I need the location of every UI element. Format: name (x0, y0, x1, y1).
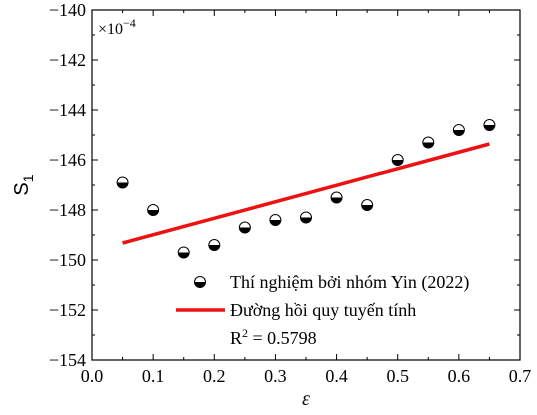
data-point (391, 154, 404, 166)
marker-outline (116, 176, 129, 189)
marker-top-half (422, 137, 434, 143)
marker-bottom-half (147, 210, 159, 216)
y-tick-label: −140 (49, 0, 86, 20)
y-tick-label: −150 (49, 250, 86, 270)
y-tick-label: −144 (49, 100, 86, 120)
marker-bottom-half (178, 252, 190, 258)
y-axis-title-main: S (11, 182, 33, 195)
x-axis-title: ε (302, 388, 310, 410)
x-tick-label: 0.7 (509, 366, 532, 386)
data-point (208, 239, 221, 251)
marker-top-half (239, 222, 251, 228)
marker-bottom-half (453, 130, 465, 136)
marker-top-half (453, 124, 465, 130)
marker-top-half (483, 119, 495, 125)
x-tick-label: 0.4 (325, 366, 348, 386)
y-tick-label: −146 (49, 150, 86, 170)
marker-bottom-half (117, 182, 129, 189)
series-layer (116, 119, 496, 259)
x-tick-label: 0.1 (142, 366, 165, 386)
marker-bottom-half (208, 245, 220, 251)
data-point (269, 214, 282, 226)
legend-label-regression: Đường hồi quy tuyến tính (230, 300, 416, 320)
y-multiplier: ×10−4 (98, 16, 136, 38)
x-tick-label: 0.2 (203, 366, 226, 386)
y-tick-label: −142 (49, 50, 86, 70)
r-squared-exponent: 2 (242, 326, 248, 340)
marker-bottom-half (422, 142, 434, 148)
marker-top-half (147, 204, 159, 210)
x-tick-label: 0.5 (386, 366, 409, 386)
marker-bottom-half (361, 205, 373, 211)
marker-outline (177, 246, 190, 259)
marker-outline (422, 136, 435, 149)
marker-top-half (361, 199, 373, 205)
x-tick-label: 0.6 (448, 366, 471, 386)
data-point (300, 211, 312, 224)
y-tick-label: −152 (49, 300, 86, 320)
marker-outline (452, 124, 465, 136)
marker-bottom-half (239, 227, 251, 233)
data-point (116, 176, 129, 189)
marker-outline (194, 276, 206, 288)
legend-label-experiment: Thí nghiệm bởi nhóm Yin (2022) (230, 272, 469, 293)
marker-outline (147, 204, 160, 216)
data-point (238, 221, 251, 234)
data-point (483, 119, 496, 131)
marker-top-half (392, 154, 404, 160)
legend: Thí nghiệm bởi nhóm Yin (2022) Đường hồi … (176, 272, 469, 348)
data-point (147, 204, 160, 216)
marker-bottom-half (483, 125, 495, 131)
y-axis-title: S1 (11, 174, 36, 195)
x-tick-label: 0.3 (264, 366, 287, 386)
r-squared-annotation: R2 = 0.5798 (230, 326, 317, 348)
y-axis-title-subscript: 1 (20, 174, 36, 182)
marker-top-half (208, 239, 220, 245)
r-squared-value: = 0.5798 (248, 328, 317, 348)
marker-outline (361, 199, 374, 211)
data-point (361, 199, 374, 211)
marker-top-half (331, 192, 343, 198)
legend-marker-experiment (194, 276, 206, 288)
data-point (422, 136, 435, 149)
marker-bottom-half (194, 282, 206, 288)
marker-bottom-half (269, 220, 281, 226)
marker-top-half (178, 247, 190, 253)
data-point (177, 246, 190, 259)
x-tick-label: 0.0 (81, 366, 104, 386)
axes: 0.0 0.1 0.2 0.3 0.4 0.5 0.6 0.7 −154 −152 −150 −148… (11, 0, 531, 410)
marker-bottom-half (392, 160, 404, 166)
marker-bottom-half (300, 217, 312, 223)
y-multiplier-base: ×10 (98, 21, 123, 38)
marker-top-half (194, 276, 206, 282)
marker-outline (391, 154, 404, 166)
y-tick-label: −148 (49, 200, 86, 220)
y-tick-label: −154 (49, 350, 86, 370)
y-multiplier-exponent: −4 (123, 16, 136, 30)
marker-outline (238, 221, 251, 234)
marker-outline (300, 211, 312, 224)
regression-line (122, 142, 490, 245)
r-squared-label: R (230, 328, 242, 348)
marker-top-half (300, 212, 312, 218)
marker-outline (269, 214, 282, 226)
marker-outline (330, 191, 343, 204)
data-point (452, 124, 465, 136)
marker-top-half (269, 214, 281, 220)
marker-bottom-half (331, 197, 343, 203)
data-point (330, 191, 343, 204)
marker-outline (208, 239, 221, 251)
marker-outline (483, 119, 496, 131)
marker-top-half (117, 177, 129, 183)
